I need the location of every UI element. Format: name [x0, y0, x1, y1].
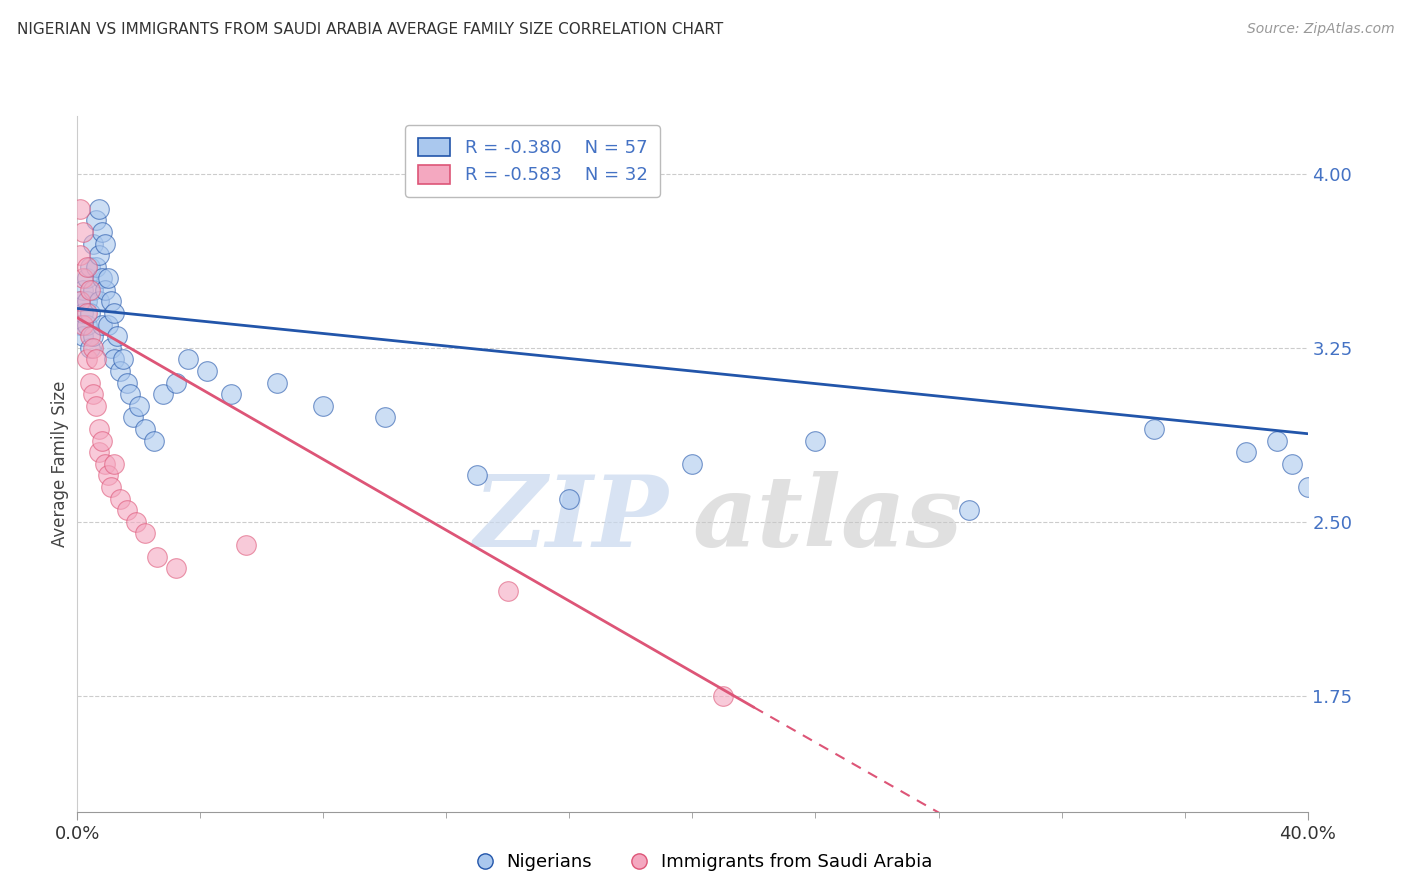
Point [143, 434, 166, 448]
Point [90, 318, 114, 332]
Point [134, 526, 156, 541]
Point [165, 561, 187, 575]
Point [118, 387, 141, 401]
Point [72, 225, 94, 239]
Point [465, 468, 488, 483]
Point [1143, 422, 1166, 436]
Point [804, 434, 827, 448]
Point [1234, 445, 1257, 459]
Point [82, 283, 104, 297]
Y-axis label: Average Family Size: Average Family Size [51, 381, 69, 547]
Point [97, 271, 120, 285]
Point [219, 387, 242, 401]
Point [69, 294, 91, 309]
Point [97, 468, 120, 483]
Point [100, 294, 122, 309]
Point [76, 294, 98, 309]
Point [76, 306, 98, 320]
Point [82, 387, 104, 401]
Point [90, 225, 114, 239]
Point [84, 260, 107, 274]
Point [1265, 434, 1288, 448]
Point [72, 283, 94, 297]
Point [374, 410, 396, 425]
Point [146, 549, 169, 564]
Point [115, 376, 138, 390]
Point [87, 202, 110, 216]
Text: atlas: atlas [693, 471, 963, 567]
Point [79, 329, 101, 343]
Point [195, 364, 218, 378]
Point [72, 306, 94, 320]
Point [105, 329, 128, 343]
Point [79, 306, 101, 320]
Point [79, 283, 101, 297]
Point [103, 457, 125, 471]
Point [94, 283, 117, 297]
Point [235, 538, 257, 552]
Point [69, 318, 91, 332]
Point [682, 457, 704, 471]
Point [266, 376, 288, 390]
Point [103, 306, 125, 320]
Point [103, 352, 125, 367]
Point [69, 202, 91, 216]
Point [125, 515, 148, 529]
Point [957, 503, 980, 517]
Point [97, 318, 120, 332]
Legend: R = -0.380    N = 57, R = -0.583    N = 32: R = -0.380 N = 57, R = -0.583 N = 32 [405, 125, 659, 197]
Point [87, 248, 110, 262]
Text: ZIP: ZIP [472, 471, 668, 567]
Point [79, 376, 101, 390]
Point [69, 248, 91, 262]
Point [72, 329, 94, 343]
Point [90, 434, 114, 448]
Point [72, 271, 94, 285]
Point [84, 352, 107, 367]
Point [82, 329, 104, 343]
Point [84, 399, 107, 413]
Point [76, 271, 98, 285]
Point [110, 491, 132, 506]
Point [87, 445, 110, 459]
Point [496, 584, 519, 599]
Point [1296, 480, 1319, 494]
Point [110, 364, 132, 378]
Point [121, 410, 143, 425]
Point [152, 387, 174, 401]
Point [76, 318, 98, 332]
Point [69, 294, 91, 309]
Point [177, 352, 200, 367]
Point [128, 399, 150, 413]
Legend: Nigerians, Immigrants from Saudi Arabia: Nigerians, Immigrants from Saudi Arabia [467, 847, 939, 879]
Point [76, 352, 98, 367]
Point [100, 341, 122, 355]
Point [90, 271, 114, 285]
Point [711, 689, 734, 703]
Point [100, 480, 122, 494]
Point [558, 491, 581, 506]
Point [87, 294, 110, 309]
Point [72, 318, 94, 332]
Point [87, 422, 110, 436]
Point [94, 457, 117, 471]
Point [165, 376, 187, 390]
Point [134, 422, 156, 436]
Point [84, 213, 107, 227]
Point [79, 260, 101, 274]
Text: NIGERIAN VS IMMIGRANTS FROM SAUDI ARABIA AVERAGE FAMILY SIZE CORRELATION CHART: NIGERIAN VS IMMIGRANTS FROM SAUDI ARABIA… [17, 22, 723, 37]
Point [115, 503, 138, 517]
Point [94, 236, 117, 251]
Point [312, 399, 335, 413]
Point [76, 260, 98, 274]
Point [1281, 457, 1303, 471]
Point [82, 236, 104, 251]
Point [112, 352, 135, 367]
Point [82, 341, 104, 355]
Point [79, 341, 101, 355]
Text: Source: ZipAtlas.com: Source: ZipAtlas.com [1247, 22, 1395, 37]
